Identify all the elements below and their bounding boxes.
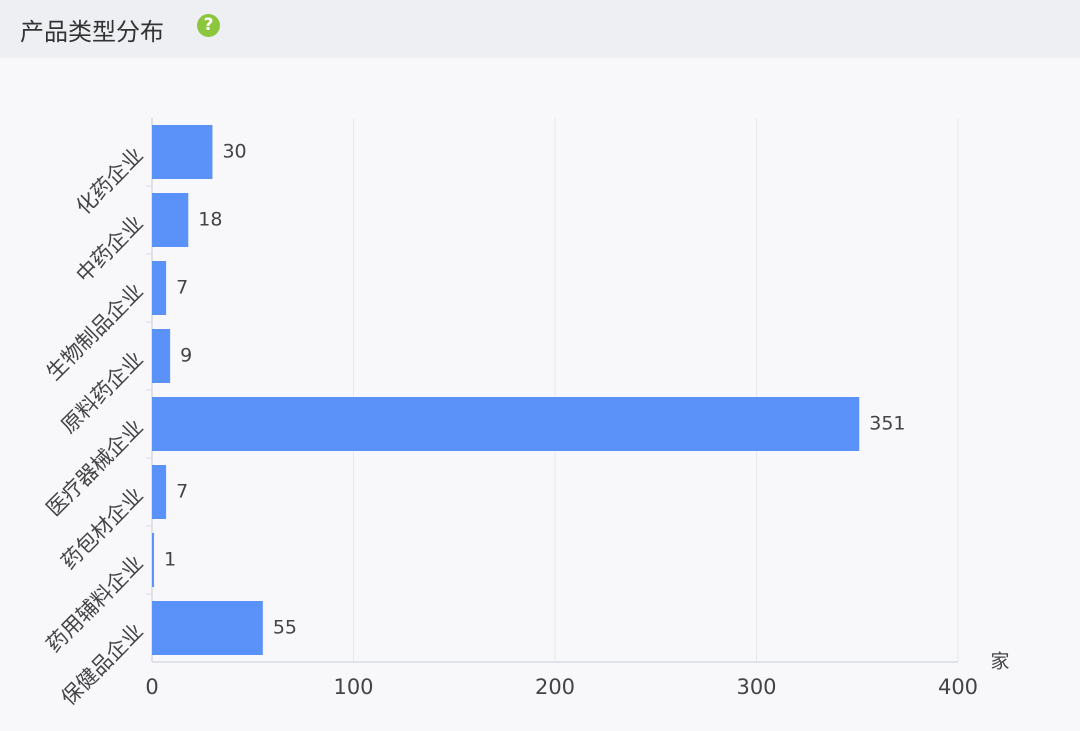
y-tick-label: 中药企业 — [71, 211, 147, 287]
y-tick-label: 化药企业 — [71, 143, 147, 219]
value-label: 351 — [869, 413, 905, 435]
page-title: 产品类型分布 — [20, 18, 164, 46]
value-label: 7 — [176, 277, 188, 299]
x-tick-label: 0 — [145, 675, 158, 699]
bar — [152, 397, 860, 451]
bar — [152, 261, 167, 315]
x-tick-label: 300 — [736, 675, 776, 699]
value-label: 30 — [222, 141, 246, 163]
x-axis-unit: 家 — [990, 651, 1009, 673]
help-icon[interactable]: ? — [197, 14, 220, 37]
bar — [152, 125, 213, 179]
value-label: 18 — [198, 209, 222, 231]
x-tick-label: 200 — [535, 675, 575, 699]
value-label: 55 — [273, 617, 297, 639]
value-label: 9 — [180, 345, 192, 367]
bar — [152, 533, 155, 587]
bar — [152, 329, 171, 383]
value-label: 1 — [164, 549, 176, 571]
bar — [152, 193, 189, 247]
bar — [152, 465, 167, 519]
header: 产品类型分布 ? — [0, 0, 1080, 58]
x-tick-label: 400 — [938, 675, 978, 699]
bar — [152, 601, 263, 655]
x-tick-label: 100 — [333, 675, 373, 699]
value-label: 7 — [176, 481, 188, 503]
